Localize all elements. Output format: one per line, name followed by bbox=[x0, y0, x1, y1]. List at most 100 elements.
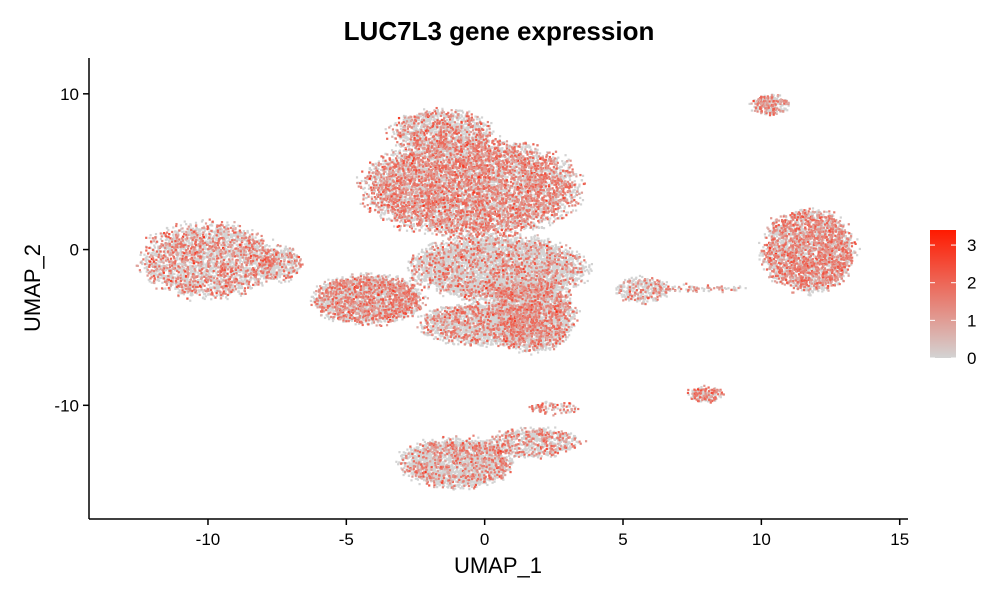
cell-point bbox=[243, 230, 245, 232]
cell-point bbox=[574, 180, 576, 182]
cell-point bbox=[227, 240, 229, 242]
cell-point bbox=[499, 205, 501, 207]
cell-point bbox=[386, 218, 388, 220]
cell-point bbox=[525, 207, 527, 209]
cell-point bbox=[209, 251, 211, 253]
cell-point bbox=[216, 286, 218, 288]
cell-point bbox=[241, 286, 243, 288]
cell-point bbox=[535, 154, 537, 156]
cell-point bbox=[163, 275, 165, 277]
cell-point bbox=[153, 244, 155, 246]
cell-point bbox=[574, 186, 576, 188]
cell-point bbox=[208, 293, 210, 295]
cell-point bbox=[173, 273, 175, 275]
cell-point bbox=[261, 284, 263, 286]
cell-point bbox=[577, 188, 579, 190]
cell-point bbox=[393, 225, 395, 227]
cell-point bbox=[177, 274, 179, 276]
cell-point bbox=[154, 246, 156, 248]
cell-point bbox=[197, 230, 199, 232]
cell-point bbox=[168, 240, 170, 242]
cell-point bbox=[198, 259, 200, 261]
cell-point bbox=[232, 225, 234, 227]
cell-point bbox=[157, 260, 159, 262]
cell-point bbox=[191, 294, 193, 296]
cell-point bbox=[465, 235, 467, 237]
cell-point bbox=[382, 163, 384, 165]
cell-point bbox=[577, 187, 579, 189]
cell-point bbox=[287, 250, 289, 252]
cell-point bbox=[381, 211, 383, 213]
cell-point bbox=[414, 151, 416, 153]
cell-point bbox=[213, 255, 215, 257]
cell-point bbox=[227, 275, 229, 277]
cell-point bbox=[360, 203, 362, 205]
cell-point bbox=[286, 263, 288, 265]
cell-point bbox=[383, 206, 385, 208]
cell-point bbox=[152, 252, 154, 254]
cell-point bbox=[174, 288, 176, 290]
cell-point bbox=[205, 235, 207, 237]
cell-point bbox=[290, 264, 292, 266]
cell-point bbox=[202, 296, 204, 298]
cell-point bbox=[215, 238, 217, 240]
cell-point bbox=[155, 254, 157, 256]
cell-point bbox=[240, 260, 242, 262]
cell-point bbox=[164, 287, 166, 289]
cell-point bbox=[172, 279, 174, 281]
cell-point bbox=[239, 234, 241, 236]
cell-point bbox=[238, 285, 240, 287]
cell-point bbox=[279, 274, 281, 276]
cell-point bbox=[166, 227, 168, 229]
cell-point bbox=[560, 210, 562, 212]
cell-point bbox=[492, 233, 494, 235]
cell-point bbox=[258, 273, 260, 275]
cell-point bbox=[225, 237, 227, 239]
cell-point bbox=[361, 180, 363, 182]
cell-point bbox=[225, 256, 227, 258]
cell-point bbox=[151, 282, 153, 284]
cell-point bbox=[242, 261, 244, 263]
cell-point bbox=[365, 197, 367, 199]
cell-point bbox=[177, 291, 179, 293]
cell-point bbox=[425, 228, 427, 230]
cell-point bbox=[523, 211, 525, 213]
cell-point bbox=[526, 146, 528, 148]
cell-point bbox=[233, 263, 235, 265]
cell-point bbox=[370, 169, 372, 171]
cell-point bbox=[180, 270, 182, 272]
cell-point bbox=[244, 243, 246, 245]
cell-point bbox=[188, 240, 190, 242]
cell-point bbox=[156, 279, 158, 281]
cell-point bbox=[180, 263, 182, 265]
cell-point bbox=[561, 166, 563, 168]
cell-point bbox=[237, 252, 239, 254]
cell-point bbox=[561, 160, 563, 162]
cell-point bbox=[249, 285, 251, 287]
cell-point bbox=[575, 209, 577, 211]
cell-point bbox=[275, 267, 277, 269]
cell-point bbox=[167, 229, 169, 231]
cell-point bbox=[202, 291, 204, 293]
cell-point bbox=[431, 232, 433, 234]
cell-point bbox=[172, 234, 174, 236]
cell-point bbox=[539, 152, 541, 154]
cell-point bbox=[166, 238, 168, 240]
cell-point bbox=[211, 287, 213, 289]
cell-point bbox=[198, 291, 200, 293]
cell-point bbox=[210, 283, 212, 285]
cell-point bbox=[565, 212, 567, 214]
cell-point bbox=[214, 232, 216, 234]
cell-point bbox=[268, 245, 270, 247]
cell-point bbox=[508, 201, 510, 203]
cell-point bbox=[185, 223, 187, 225]
cell-point bbox=[582, 199, 584, 201]
cell-point bbox=[180, 224, 182, 226]
cell-point bbox=[215, 267, 217, 269]
cell-point bbox=[215, 272, 217, 274]
cell-point bbox=[208, 284, 210, 286]
cell-point bbox=[210, 298, 212, 300]
cell-point bbox=[395, 150, 397, 152]
cell-point bbox=[240, 295, 242, 297]
cell-point bbox=[456, 179, 458, 181]
